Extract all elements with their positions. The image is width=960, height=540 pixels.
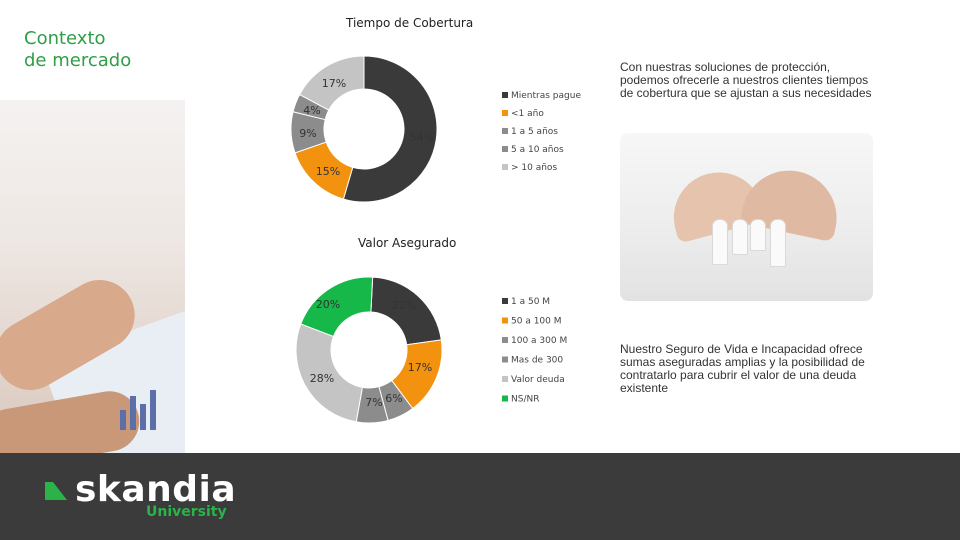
- coverage-line-1: Con nuestras soluciones de protección,: [620, 60, 831, 74]
- slice--10-a-os: [298, 55, 365, 111]
- insurance-line-1: Nuestro Seguro de Vida e Incapacidad ofr…: [620, 342, 863, 356]
- insurance-line-4: existente: [620, 381, 669, 395]
- chart2-slices: [295, 276, 443, 424]
- tablet-bars: [120, 390, 160, 430]
- legend-label: 100 a 300 M: [511, 336, 567, 346]
- logo-sub: University: [146, 504, 227, 520]
- insurance-line-2: sumas aseguradas amplias y la posibilida…: [620, 355, 865, 369]
- slice-label: 17%: [408, 361, 432, 374]
- slice-label: 28%: [310, 372, 334, 385]
- section-title-line1: Contexto: [24, 28, 106, 49]
- legend-label: NS/NR: [511, 395, 539, 405]
- chart2-svg: 22% 17% 6%7% 28% 20% 1 a 50 M 50 a 100 M 100 a…: [295, 276, 567, 424]
- legend-swatch: [502, 376, 508, 382]
- slice-label: 15%: [316, 165, 340, 178]
- legend-swatch: [502, 298, 508, 304]
- chart1-slices: [290, 55, 438, 203]
- slice-ns-nr: [300, 276, 374, 338]
- section-title: Contexto de mercado: [24, 28, 131, 72]
- family-figure-4: [770, 219, 786, 267]
- coverage-line-3: de cobertura que se ajustan a sus necesi…: [620, 86, 872, 100]
- slice-label: 7%: [365, 396, 382, 409]
- chart2-title: Valor Asegurado: [358, 236, 457, 250]
- slice-label: 17%: [322, 77, 346, 90]
- chart1-title: Tiempo de Cobertura: [346, 16, 474, 30]
- slice-label: 6%: [385, 392, 402, 405]
- slice-mientras-pague: [342, 55, 438, 203]
- family-protection-photo: [620, 133, 873, 301]
- legend-label: 1 a 5 años: [511, 127, 558, 137]
- family-figure-3: [750, 219, 766, 251]
- slice-label: 4%: [303, 104, 320, 117]
- legend-label: Mientras pague: [511, 91, 581, 101]
- legend-label: 1 a 50 M: [511, 297, 550, 307]
- family-figure-2: [732, 219, 748, 255]
- legend-swatch: [502, 128, 508, 134]
- slice-valor-deuda: [295, 323, 363, 423]
- legend-swatch: [502, 317, 508, 324]
- insurance-line-3: contratarlo para cubrir el valor de una …: [620, 368, 857, 382]
- legend-label: > 10 años: [511, 163, 557, 173]
- legend-label: 5 a 10 años: [511, 145, 564, 155]
- legend-label: <1 año: [511, 109, 544, 119]
- footer-bar: [0, 453, 960, 540]
- legend-swatch: [502, 146, 508, 152]
- legend-swatch: [502, 395, 508, 402]
- coverage-description: Con nuestras soluciones de protección, p…: [620, 61, 900, 100]
- chart1-labels: 54% 15% 9% 4% 17%: [299, 77, 434, 178]
- chart2-legend: 1 a 50 M 50 a 100 M 100 a 300 M Mas de 300 V…: [502, 297, 567, 405]
- slice-label: 20%: [316, 298, 340, 311]
- legend-swatch: [502, 110, 508, 116]
- legend-label: Mas de 300: [511, 356, 563, 366]
- tablet-photo: [0, 100, 185, 453]
- legend-label: 50 a 100 M: [511, 317, 562, 327]
- skandia-logo-icon: [45, 482, 67, 500]
- legend-swatch: [502, 92, 508, 98]
- section-title-line2: de mercado: [24, 50, 132, 71]
- legend-label: Valor deuda: [511, 375, 565, 385]
- logo-brand: skandia: [75, 469, 237, 510]
- chart1-svg: 54% 15% 9% 4% 17% Mientras pague <1 año 1 a 5 …: [290, 55, 581, 203]
- legend-swatch: [502, 164, 508, 170]
- family-figure-1: [712, 219, 728, 265]
- coverage-line-2: podemos ofrecerle a nuestros clientes ti…: [620, 73, 869, 87]
- legend-swatch: [502, 337, 508, 343]
- slice-label: 9%: [299, 127, 316, 140]
- slice-label: 54%: [410, 131, 434, 144]
- chart2-labels: 22% 17% 6%7% 28% 20%: [310, 298, 432, 409]
- slice-label: 22%: [392, 299, 416, 312]
- insurance-description: Nuestro Seguro de Vida e Incapacidad ofr…: [620, 343, 890, 395]
- legend-swatch: [502, 356, 508, 363]
- chart1-legend: Mientras pague <1 año 1 a 5 años 5 a 10 año…: [502, 91, 581, 173]
